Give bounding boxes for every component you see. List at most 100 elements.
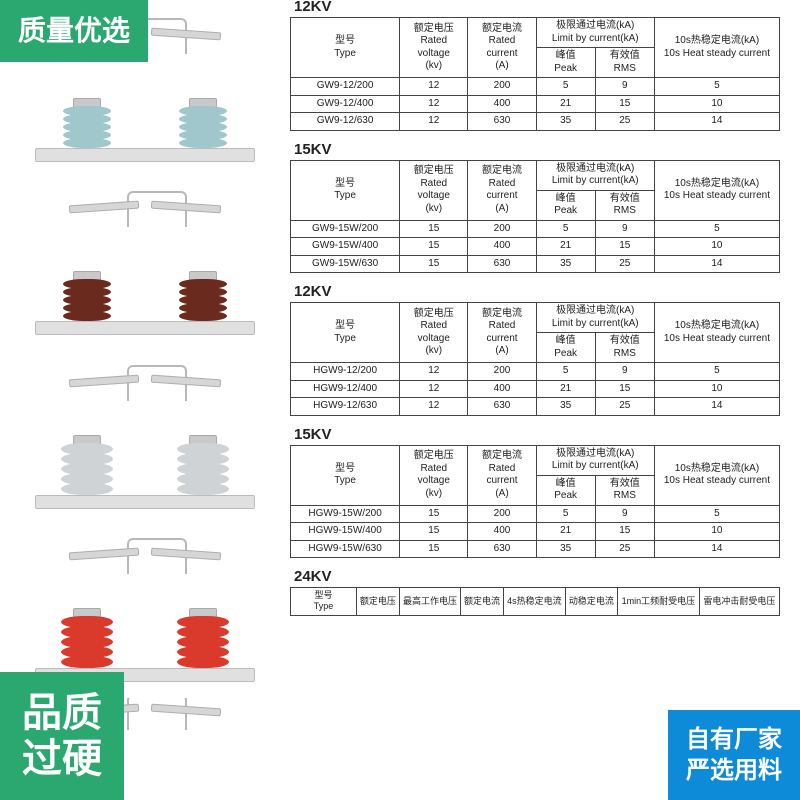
cell-rms: 15 — [595, 238, 654, 256]
cell-rms: 25 — [595, 255, 654, 273]
cell-current: 400 — [468, 523, 536, 541]
cell-type: HGW9-12/400 — [291, 380, 400, 398]
insulator-right-icon — [179, 98, 227, 148]
cell-voltage: 15 — [400, 505, 468, 523]
cell-type: HGW9-12/630 — [291, 398, 400, 416]
cell-current: 200 — [468, 505, 536, 523]
cell-voltage: 12 — [400, 113, 468, 131]
cell-voltage: 15 — [400, 255, 468, 273]
cell-type: GW9-12/200 — [291, 78, 400, 96]
table-row: GW9-15W/20015200595 — [291, 220, 780, 238]
base-bar-icon — [35, 495, 255, 509]
cell-steady: 10 — [654, 380, 779, 398]
table-row: HGW9-12/20012200595 — [291, 363, 780, 381]
cell-steady: 14 — [654, 255, 779, 273]
cell-type: GW9-12/630 — [291, 113, 400, 131]
disc-icon — [63, 138, 111, 148]
tables-column: 12KV 型号Type额定电压Rated voltage(kv)额定电流Rate… — [290, 0, 800, 800]
table-row: HGW9-15W/63015630352514 — [291, 540, 780, 558]
cell-rms: 25 — [595, 113, 654, 131]
cell-peak: 5 — [536, 78, 595, 96]
table-row: HGW9-12/40012400211510 — [291, 380, 780, 398]
cell-peak: 5 — [536, 220, 595, 238]
cell-rms: 25 — [595, 398, 654, 416]
cell-rms: 15 — [595, 523, 654, 541]
badge-bottom-right: 自有厂家 严选用料 — [668, 710, 800, 800]
cell-peak: 21 — [536, 238, 595, 256]
cell-voltage: 15 — [400, 238, 468, 256]
table-row: HGW9-15W/20015200595 — [291, 505, 780, 523]
cell-rms: 9 — [595, 78, 654, 96]
section-title-24kv: 24KV — [294, 568, 794, 585]
cell-current: 200 — [468, 363, 536, 381]
cell-current: 630 — [468, 255, 536, 273]
spec-table-15kv-b: 型号Type额定电压Rated voltage(kv)额定电流Rated cur… — [290, 445, 780, 559]
disc-icon — [63, 311, 111, 321]
cell-steady: 14 — [654, 540, 779, 558]
cell-rms: 25 — [595, 540, 654, 558]
insulator-right-icon — [179, 608, 227, 668]
table-row: GW9-12/20012200595 — [291, 78, 780, 96]
disc-icon — [177, 483, 229, 495]
cell-voltage: 15 — [400, 220, 468, 238]
cell-rms: 15 — [595, 380, 654, 398]
cell-current: 630 — [468, 540, 536, 558]
disc-icon — [61, 656, 113, 668]
cell-steady: 5 — [654, 78, 779, 96]
isolator-icon — [35, 532, 255, 682]
insulator-left-icon — [63, 271, 111, 321]
table-row: HGW9-12/63012630352514 — [291, 398, 780, 416]
cell-voltage: 15 — [400, 540, 468, 558]
disc-icon — [61, 483, 113, 495]
cell-steady: 10 — [654, 238, 779, 256]
cell-peak: 35 — [536, 540, 595, 558]
badge-bl-line1: 品质 — [22, 690, 102, 736]
cell-current: 400 — [468, 238, 536, 256]
product-image-4 — [15, 525, 275, 683]
insulator-right-icon — [179, 271, 227, 321]
cell-current: 630 — [468, 398, 536, 416]
cell-steady: 14 — [654, 398, 779, 416]
isolator-icon — [35, 185, 255, 335]
cell-rms: 9 — [595, 220, 654, 238]
cell-peak: 35 — [536, 113, 595, 131]
cell-steady: 10 — [654, 523, 779, 541]
cell-type: GW9-15W/200 — [291, 220, 400, 238]
badge-br-line2: 严选用料 — [686, 755, 782, 786]
cell-current: 400 — [468, 380, 536, 398]
cell-peak: 5 — [536, 363, 595, 381]
base-bar-icon — [35, 321, 255, 335]
cell-rms: 9 — [595, 505, 654, 523]
cell-peak: 21 — [536, 95, 595, 113]
base-bar-icon — [35, 148, 255, 162]
cell-peak: 35 — [536, 255, 595, 273]
cell-steady: 5 — [654, 220, 779, 238]
spec-table-12kv-a: 型号Type额定电压Rated voltage(kv)额定电流Rated cur… — [290, 17, 780, 131]
badge-bottom-left: 品质 过硬 — [0, 672, 124, 800]
cell-steady: 5 — [654, 505, 779, 523]
cell-voltage: 12 — [400, 95, 468, 113]
table-row: GW9-12/40012400211510 — [291, 95, 780, 113]
cell-steady: 10 — [654, 95, 779, 113]
isolator-icon — [35, 359, 255, 509]
insulator-right-icon — [179, 435, 227, 495]
badge-top-left: 质量优选 — [0, 0, 148, 62]
cell-type: HGW9-15W/200 — [291, 505, 400, 523]
cell-current: 630 — [468, 113, 536, 131]
cell-voltage: 12 — [400, 363, 468, 381]
table-row: GW9-15W/40015400211510 — [291, 238, 780, 256]
insulator-left-icon — [63, 435, 111, 495]
section-title-15kv-a: 15KV — [294, 141, 794, 158]
cell-current: 200 — [468, 220, 536, 238]
cell-peak: 5 — [536, 505, 595, 523]
product-image-3 — [15, 351, 275, 509]
cell-type: HGW9-12/200 — [291, 363, 400, 381]
disc-icon — [179, 311, 227, 321]
cell-type: GW9-12/400 — [291, 95, 400, 113]
cell-type: GW9-15W/630 — [291, 255, 400, 273]
cell-type: HGW9-15W/630 — [291, 540, 400, 558]
spec-table-12kv-b: 型号Type额定电压Rated voltage(kv)额定电流Rated cur… — [290, 302, 780, 416]
insulator-left-icon — [63, 98, 111, 148]
cell-peak: 21 — [536, 380, 595, 398]
disc-icon — [179, 138, 227, 148]
